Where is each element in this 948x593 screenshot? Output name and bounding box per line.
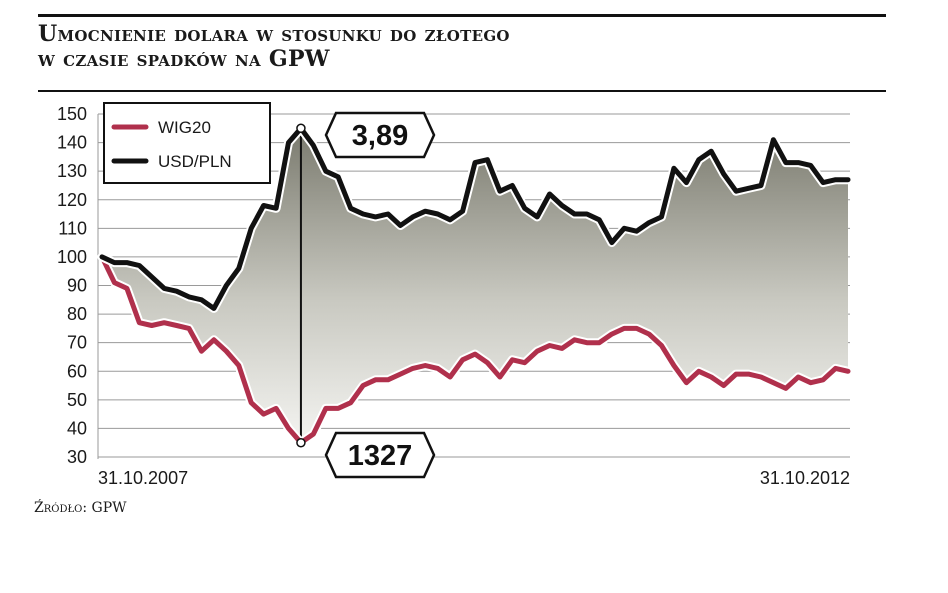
annotation-point — [296, 123, 306, 134]
annotation-box — [324, 431, 436, 479]
legend: WIG20 USD/PLN — [103, 102, 271, 184]
annotation-box — [324, 111, 436, 159]
annotation-label: 3,89 — [352, 120, 408, 152]
y-tick-label: 120 — [57, 190, 87, 210]
x-start-label: 31.10.2007 — [98, 468, 188, 488]
y-tick-label: 90 — [67, 276, 87, 296]
area-fill — [102, 128, 848, 443]
y-tick-label: 30 — [67, 447, 87, 467]
annotations: 3,89 1327 — [296, 111, 436, 479]
y-tick-label: 140 — [57, 133, 87, 153]
legend-label: WIG20 — [158, 118, 211, 137]
y-tick-label: 100 — [57, 247, 87, 267]
legend-label: USD/PLN — [158, 152, 232, 171]
y-tick-label: 40 — [67, 418, 87, 438]
top-rule — [38, 14, 886, 17]
area-between-series — [102, 128, 848, 443]
series-line-usd-pln — [99, 125, 851, 311]
chart-title-line-2: w czasie spadków na GPW — [38, 46, 330, 72]
y-tick-label: 80 — [67, 304, 87, 324]
y-tick-label: 130 — [57, 161, 87, 181]
source-note: Źródło: GPW — [34, 500, 127, 516]
annotation-point — [296, 437, 306, 448]
x-axis-labels: 31.10.2007 31.10.2012 — [98, 468, 850, 488]
y-tick-label: 70 — [67, 333, 87, 353]
series-lines — [97, 123, 853, 448]
x-end-label: 31.10.2012 — [760, 468, 850, 488]
y-tick-label: 50 — [67, 390, 87, 410]
series-line-wig20 — [99, 254, 851, 446]
y-axis: 150 140 130 120 110 100 90 80 70 60 50 40 30 — [57, 104, 87, 467]
legend-box — [103, 102, 271, 184]
title-rule — [38, 90, 886, 92]
y-tick-label: 110 — [58, 218, 87, 238]
chart-title-line-1: Umocnienie dolara w stosunku do złotego — [38, 21, 510, 47]
y-tick-label: 150 — [57, 104, 87, 124]
annotation-label: 1327 — [348, 440, 413, 472]
y-tick-label: 60 — [67, 361, 87, 381]
chart-title: Umocnienie dolara w stosunku do złotego … — [38, 22, 898, 72]
